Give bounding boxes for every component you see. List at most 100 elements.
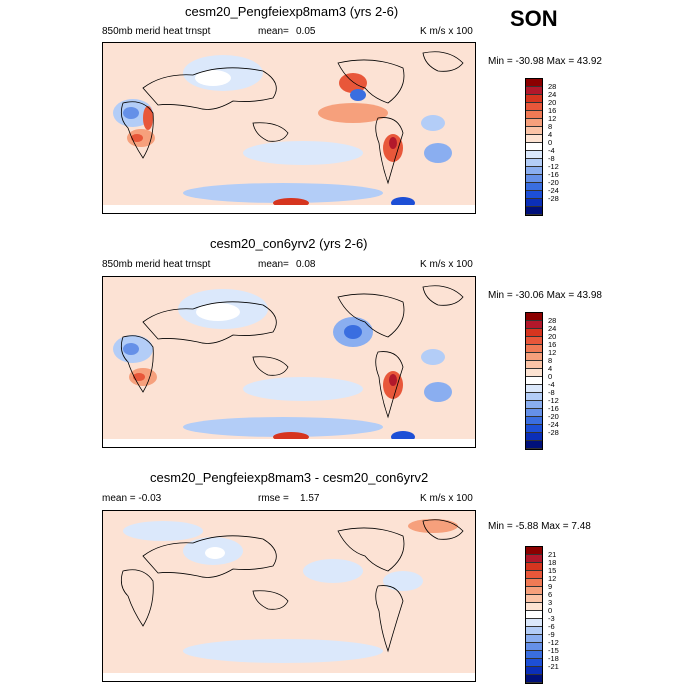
colorbar-tick-label: 4 xyxy=(548,364,553,373)
colorbar-tick-label: -24 xyxy=(548,186,559,195)
season-label: SON xyxy=(510,6,558,31)
colorbar-swatch xyxy=(526,417,542,425)
colorbar-swatch xyxy=(526,659,542,667)
colorbar-tick-label: -8 xyxy=(548,154,555,163)
panel-units: K m/s x 100 xyxy=(420,493,473,504)
colorbar xyxy=(525,546,543,684)
colorbar-tick-label: -16 xyxy=(548,404,559,413)
colorbar-swatch xyxy=(526,547,542,555)
colorbar-swatch xyxy=(526,329,542,337)
colorbar-swatch xyxy=(526,353,542,361)
colorbar-swatch xyxy=(526,643,542,651)
colorbar-swatch xyxy=(526,635,542,643)
colorbar-swatch xyxy=(526,377,542,385)
colorbar-swatch xyxy=(526,207,542,215)
colorbar-tick-label: -3 xyxy=(548,614,555,623)
colorbar-swatch xyxy=(526,675,542,683)
map-field xyxy=(103,43,475,213)
colorbar-swatch xyxy=(526,135,542,143)
colorbar xyxy=(525,312,543,450)
colorbar-swatch xyxy=(526,619,542,627)
colorbar-swatch xyxy=(526,159,542,167)
colorbar-tick-label: 28 xyxy=(548,82,557,91)
colorbar-tick-label: -20 xyxy=(548,412,559,421)
colorbar-swatch xyxy=(526,79,542,87)
colorbar-tick-label: 15 xyxy=(548,566,557,575)
colorbar-tick-label: 0 xyxy=(548,372,553,381)
colorbar-swatch xyxy=(526,579,542,587)
panel-title: cesm20_con6yrv2 (yrs 2-6) xyxy=(210,236,368,251)
colorbar-tick-label: 16 xyxy=(548,106,557,115)
colorbar-swatch xyxy=(526,183,542,191)
panel-mean-value: 0.08 xyxy=(296,259,316,270)
colorbar-swatch xyxy=(526,433,542,441)
colorbar-swatch xyxy=(526,611,542,619)
colorbar-tick-label: -12 xyxy=(548,638,559,647)
map-panel-3 xyxy=(102,510,476,682)
panel-minmax: Min = -30.06 Max = 43.98 xyxy=(488,290,602,301)
map-panel-1 xyxy=(102,42,476,214)
colorbar-tick-label: 8 xyxy=(548,356,553,365)
map-panel-2 xyxy=(102,276,476,448)
colorbar-tick-label: 8 xyxy=(548,122,553,131)
colorbar-tick-label: 24 xyxy=(548,324,557,333)
colorbar-tick-label: -9 xyxy=(548,630,555,639)
panel-rmse-value: 1.57 xyxy=(300,493,320,504)
colorbar-swatch xyxy=(526,143,542,151)
colorbar-swatch xyxy=(526,119,542,127)
colorbar-swatch xyxy=(526,127,542,135)
colorbar-tick-label: -21 xyxy=(548,662,559,671)
colorbar-swatch xyxy=(526,555,542,563)
colorbar-swatch xyxy=(526,337,542,345)
colorbar-tick-label: 4 xyxy=(548,130,553,139)
colorbar-swatch xyxy=(526,167,542,175)
colorbar-swatch xyxy=(526,587,542,595)
colorbar-tick-label: -18 xyxy=(548,654,559,663)
panel-rmse-label: rmse = xyxy=(258,493,289,504)
colorbar-tick-label: -16 xyxy=(548,170,559,179)
panel-title: cesm20_Pengfeiexp8mam3 (yrs 2-6) xyxy=(185,4,399,19)
colorbar-swatch xyxy=(526,401,542,409)
colorbar-tick-label: 18 xyxy=(548,558,557,567)
colorbar-tick-label: 20 xyxy=(548,98,557,107)
panel-title: cesm20_Pengfeiexp8mam3 - cesm20_con6yrv2 xyxy=(150,470,429,485)
colorbar-tick-label: 28 xyxy=(548,316,557,325)
colorbar-swatch xyxy=(526,321,542,329)
colorbar-tick-label: 20 xyxy=(548,332,557,341)
colorbar-tick-label: -6 xyxy=(548,622,555,631)
colorbar-swatch xyxy=(526,175,542,183)
colorbar-tick-label: 12 xyxy=(548,114,557,123)
colorbar-swatch xyxy=(526,603,542,611)
panel-mean-value: 0.05 xyxy=(296,26,316,37)
colorbar-swatch xyxy=(526,667,542,675)
colorbar-tick-label: -8 xyxy=(548,388,555,397)
colorbar-swatch xyxy=(526,627,542,635)
colorbar-swatch xyxy=(526,385,542,393)
panel-mean-label: mean = -0.03 xyxy=(102,493,162,504)
colorbar-swatch xyxy=(526,563,542,571)
colorbar-swatch xyxy=(526,151,542,159)
colorbar-swatch xyxy=(526,409,542,417)
panel-minmax: Min = -5.88 Max = 7.48 xyxy=(488,521,591,532)
colorbar-swatch xyxy=(526,425,542,433)
panel-mean-label: mean= xyxy=(258,26,289,37)
colorbar-tick-label: -24 xyxy=(548,420,559,429)
colorbar-tick-label: 16 xyxy=(548,340,557,349)
panel-units: K m/s x 100 xyxy=(420,259,473,270)
colorbar-tick-label: 21 xyxy=(548,550,557,559)
colorbar-tick-label: -12 xyxy=(548,396,559,405)
colorbar-swatch xyxy=(526,345,542,353)
colorbar-tick-label: -12 xyxy=(548,162,559,171)
panel-mean-label: mean= xyxy=(258,259,289,270)
colorbar-tick-label: -28 xyxy=(548,194,559,203)
colorbar-tick-label: 12 xyxy=(548,574,557,583)
panel-variable-label: 850mb merid heat trnspt xyxy=(102,26,211,37)
colorbar-tick-label: 24 xyxy=(548,90,557,99)
colorbar-swatch xyxy=(526,361,542,369)
colorbar-swatch xyxy=(526,111,542,119)
colorbar-swatch xyxy=(526,199,542,207)
colorbar-tick-label: 9 xyxy=(548,582,553,591)
colorbar-swatch xyxy=(526,103,542,111)
colorbar-tick-label: -20 xyxy=(548,178,559,187)
colorbar-tick-label: -4 xyxy=(548,380,555,389)
